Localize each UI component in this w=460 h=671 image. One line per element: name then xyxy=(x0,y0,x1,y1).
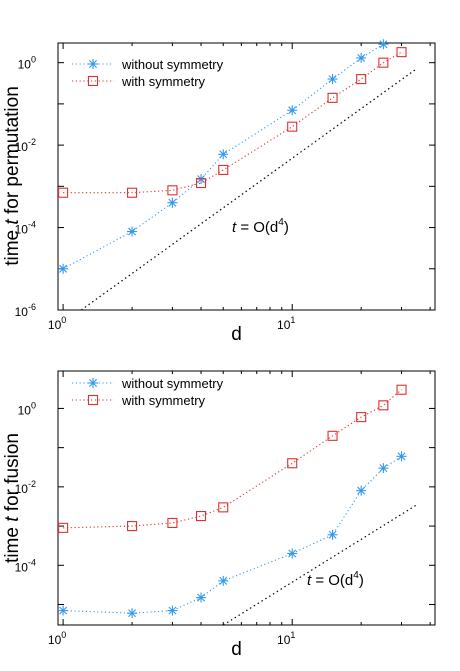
data-point-square xyxy=(396,384,407,395)
data-point-asterisk xyxy=(218,575,229,586)
data-point-square xyxy=(378,400,389,411)
x-tick-label: 100 xyxy=(48,630,66,647)
data-point-square xyxy=(87,394,99,406)
data-point-square xyxy=(287,458,298,469)
data-point-asterisk xyxy=(58,263,69,274)
chart-panel-2: 100 101 10-4 10-2 100 d time t for fusion witho… xyxy=(2,370,436,660)
data-point-asterisk xyxy=(167,197,178,208)
data-point-asterisk xyxy=(327,74,338,85)
data-point-square xyxy=(396,47,407,58)
data-point-square xyxy=(287,121,298,132)
data-point-square xyxy=(327,430,338,441)
y-tick-label: 100 xyxy=(18,400,36,417)
series-with-symmetry xyxy=(58,384,407,533)
complexity-annotation: t = O(d4) xyxy=(307,570,364,589)
data-point-asterisk xyxy=(396,451,407,462)
reference-line xyxy=(80,68,418,311)
data-point-asterisk xyxy=(356,52,367,63)
series-without-symmetry xyxy=(58,39,389,274)
data-point-asterisk xyxy=(287,548,298,559)
plot-frame xyxy=(57,370,436,626)
legend: without symmetry with symmetry xyxy=(72,57,224,89)
y-tick-label: 10-4 xyxy=(15,557,36,574)
data-point-asterisk xyxy=(127,608,138,619)
data-point-asterisk xyxy=(127,226,138,237)
data-point-square xyxy=(127,187,138,198)
data-point-asterisk xyxy=(378,39,389,50)
legend-label: without symmetry xyxy=(121,376,224,391)
series-line xyxy=(63,455,402,614)
data-point-square xyxy=(218,502,229,513)
data-point-square xyxy=(356,74,367,85)
data-point-asterisk xyxy=(287,105,298,116)
series-line xyxy=(63,389,402,529)
data-point-asterisk xyxy=(196,592,207,603)
x-tick-label: 100 xyxy=(48,315,66,332)
data-point-square xyxy=(378,57,389,68)
x-axis-label: d xyxy=(231,324,242,345)
data-point-asterisk xyxy=(58,605,69,616)
data-point-square xyxy=(195,511,207,522)
data-point-asterisk xyxy=(327,529,338,540)
data-point-square xyxy=(327,92,338,103)
data-point-asterisk xyxy=(218,149,229,160)
plot-frame xyxy=(57,42,436,311)
data-point-square xyxy=(218,164,229,175)
data-point-square xyxy=(356,412,367,423)
data-point-asterisk xyxy=(378,463,389,474)
data-point-asterisk xyxy=(88,378,98,388)
x-tick-label: 101 xyxy=(277,630,295,647)
y-tick-label: 10-2 xyxy=(15,137,36,154)
data-point-square xyxy=(167,517,178,529)
y-tick-label: 100 xyxy=(18,55,36,72)
y-tick-label: 10-6 xyxy=(15,302,36,319)
data-point-square xyxy=(127,521,138,532)
data-point-asterisk xyxy=(356,485,367,496)
series-line xyxy=(63,51,402,194)
x-tick-label: 101 xyxy=(277,315,295,332)
series-with-symmetry xyxy=(58,47,407,198)
complexity-annotation: t = O(d4) xyxy=(232,217,289,236)
series-without-symmetry xyxy=(58,451,407,619)
data-point-square xyxy=(58,187,69,198)
data-point-square xyxy=(58,522,69,533)
y-axis-label: time t for permutation xyxy=(2,86,23,266)
legend-label: with symmetry xyxy=(121,393,206,408)
data-point-square xyxy=(195,178,207,189)
y-tick-label: 10-4 xyxy=(15,220,36,237)
chart-panel-1: 100 101 10-6 10-4 10-2 100 d time t for permuta… xyxy=(2,39,436,345)
legend-label: with symmetry xyxy=(121,74,206,89)
x-axis-label: d xyxy=(231,639,242,660)
legend-label: without symmetry xyxy=(121,57,224,72)
data-point-asterisk xyxy=(88,59,98,69)
data-point-asterisk xyxy=(167,605,178,616)
legend: without symmetry with symmetry xyxy=(72,376,224,408)
reference-line xyxy=(222,504,418,626)
y-tick-label: 10-2 xyxy=(15,479,36,496)
y-axis-label: time t for fusion xyxy=(2,433,23,563)
data-point-square xyxy=(87,75,99,87)
data-point-square xyxy=(167,185,178,196)
